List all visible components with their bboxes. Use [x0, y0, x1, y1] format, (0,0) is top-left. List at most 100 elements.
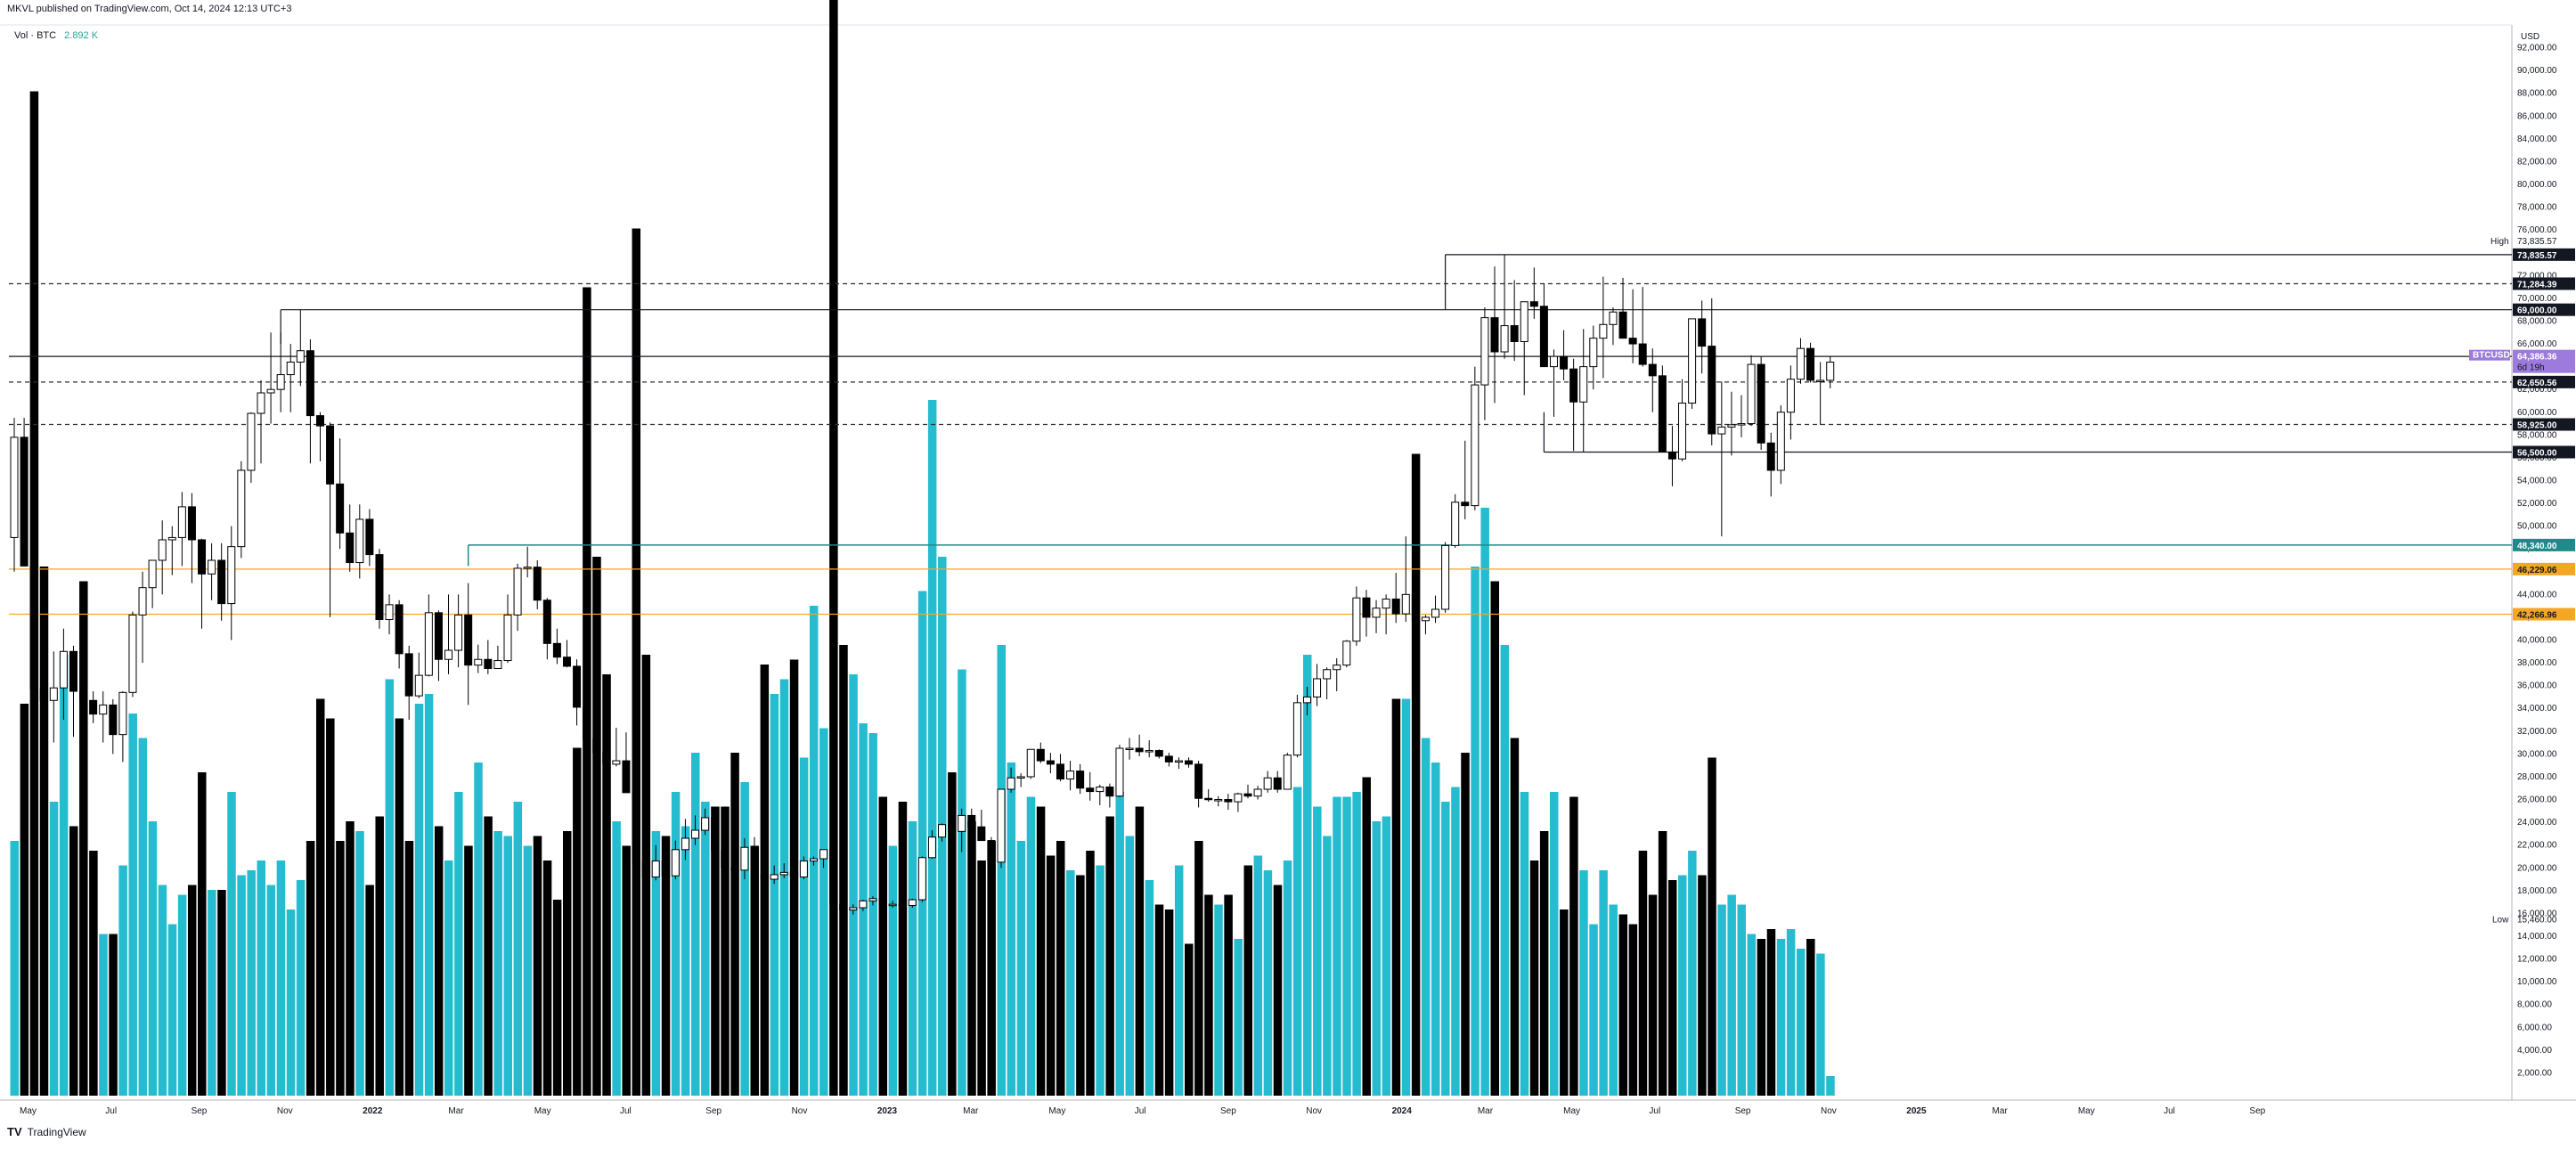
- candle-body[interactable]: [1313, 678, 1322, 697]
- candle-body[interactable]: [1786, 379, 1795, 413]
- candle-body[interactable]: [464, 614, 473, 666]
- candle-body[interactable]: [917, 857, 926, 901]
- candle-body[interactable]: [1618, 311, 1627, 339]
- candle-body[interactable]: [89, 699, 98, 715]
- candle-body[interactable]: [1096, 786, 1105, 793]
- candle-body[interactable]: [1026, 748, 1035, 778]
- candle-body[interactable]: [839, 903, 848, 911]
- candle-body[interactable]: [1382, 598, 1390, 609]
- candle-body[interactable]: [266, 388, 275, 394]
- candle-body[interactable]: [1490, 317, 1499, 353]
- candle-body[interactable]: [562, 657, 571, 667]
- candle-body[interactable]: [167, 536, 176, 541]
- candle-body[interactable]: [454, 614, 463, 651]
- candle-body[interactable]: [622, 760, 631, 794]
- candle-body[interactable]: [1708, 346, 1716, 435]
- candle-body[interactable]: [1224, 799, 1233, 803]
- candle-body[interactable]: [849, 907, 858, 911]
- candle-body[interactable]: [523, 567, 532, 569]
- candle-body[interactable]: [651, 860, 660, 877]
- candle-body[interactable]: [750, 846, 759, 876]
- candle-body[interactable]: [661, 860, 670, 877]
- candle-body[interactable]: [395, 604, 404, 655]
- candle-body[interactable]: [1125, 747, 1134, 750]
- candle-body[interactable]: [1362, 597, 1371, 618]
- candle-body[interactable]: [1796, 347, 1805, 380]
- candle-body[interactable]: [79, 690, 88, 701]
- candle-body[interactable]: [1757, 363, 1765, 444]
- candle-body[interactable]: [1589, 338, 1598, 368]
- candle-body[interactable]: [208, 559, 216, 575]
- candle-body[interactable]: [296, 350, 305, 363]
- candle-body[interactable]: [1204, 797, 1213, 801]
- candle-body[interactable]: [10, 436, 19, 538]
- candle-body[interactable]: [187, 506, 196, 541]
- candle-body[interactable]: [691, 829, 700, 839]
- candle-body[interactable]: [612, 760, 621, 765]
- candle-body[interactable]: [1323, 669, 1332, 680]
- candle-body[interactable]: [257, 392, 265, 414]
- candle-body[interactable]: [1086, 787, 1095, 793]
- candle-body[interactable]: [1135, 747, 1144, 753]
- candle-body[interactable]: [237, 469, 246, 548]
- price-badge[interactable]: [2513, 248, 2575, 261]
- candle-body[interactable]: [938, 824, 947, 838]
- candle-body[interactable]: [128, 614, 137, 693]
- candle-body[interactable]: [1342, 640, 1351, 666]
- candle-body[interactable]: [779, 871, 788, 876]
- candle-body[interactable]: [1164, 755, 1173, 763]
- candle-body[interactable]: [444, 649, 453, 660]
- candle-body[interactable]: [1253, 788, 1262, 797]
- candle-body[interactable]: [711, 817, 720, 852]
- candle-body[interactable]: [1667, 452, 1676, 460]
- candle-body[interactable]: [878, 898, 887, 905]
- candle-body[interactable]: [888, 903, 897, 907]
- price-badge[interactable]: [2513, 608, 2575, 621]
- candle-body[interactable]: [730, 867, 739, 871]
- candle-body[interactable]: [1174, 760, 1183, 763]
- candle-body[interactable]: [1599, 323, 1608, 339]
- candle-body[interactable]: [39, 688, 48, 701]
- candle-body[interactable]: [987, 840, 996, 863]
- candle-body[interactable]: [276, 374, 285, 390]
- candle-body[interactable]: [336, 483, 345, 534]
- candle-body[interactable]: [1007, 777, 1015, 790]
- candle-body[interactable]: [1451, 502, 1460, 546]
- candle-body[interactable]: [1727, 424, 1736, 428]
- candle-body[interactable]: [414, 674, 423, 697]
- candle-body[interactable]: [997, 788, 1006, 863]
- candle-body[interactable]: [1333, 665, 1341, 671]
- candle-body[interactable]: [1056, 763, 1064, 780]
- candle-body[interactable]: [789, 871, 798, 877]
- symbol-badge[interactable]: [2469, 349, 2510, 361]
- candle-body[interactable]: [69, 650, 77, 692]
- candle-body[interactable]: [346, 532, 355, 564]
- price-badge[interactable]: [2513, 418, 2575, 431]
- candle-body[interactable]: [1391, 598, 1400, 615]
- current-price-badge[interactable]: [2513, 349, 2575, 373]
- price-badge[interactable]: [2513, 277, 2575, 290]
- candle-body[interactable]: [1154, 750, 1163, 757]
- candle-body[interactable]: [1539, 306, 1548, 368]
- tradingview-logo[interactable]: TV TradingView: [7, 1125, 86, 1138]
- candle-body[interactable]: [1609, 311, 1618, 325]
- candle-body[interactable]: [1411, 593, 1420, 622]
- candle-body[interactable]: [1372, 608, 1381, 618]
- price-badge[interactable]: [2513, 375, 2575, 388]
- candle-body[interactable]: [1500, 325, 1509, 353]
- candle-body[interactable]: [474, 658, 483, 666]
- candle-body[interactable]: [602, 752, 611, 765]
- candle-body[interactable]: [375, 554, 384, 620]
- candle-body[interactable]: [1273, 777, 1282, 790]
- candle-body[interactable]: [948, 824, 957, 832]
- candle-body[interactable]: [1648, 363, 1657, 377]
- candle-body[interactable]: [1036, 748, 1045, 762]
- candle-body[interactable]: [404, 653, 413, 697]
- candle-body[interactable]: [740, 846, 749, 871]
- candle-body[interactable]: [493, 660, 502, 669]
- candle-body[interactable]: [109, 704, 118, 736]
- candle-body[interactable]: [977, 826, 986, 842]
- candle-body[interactable]: [99, 704, 108, 715]
- candle-body[interactable]: [306, 350, 314, 417]
